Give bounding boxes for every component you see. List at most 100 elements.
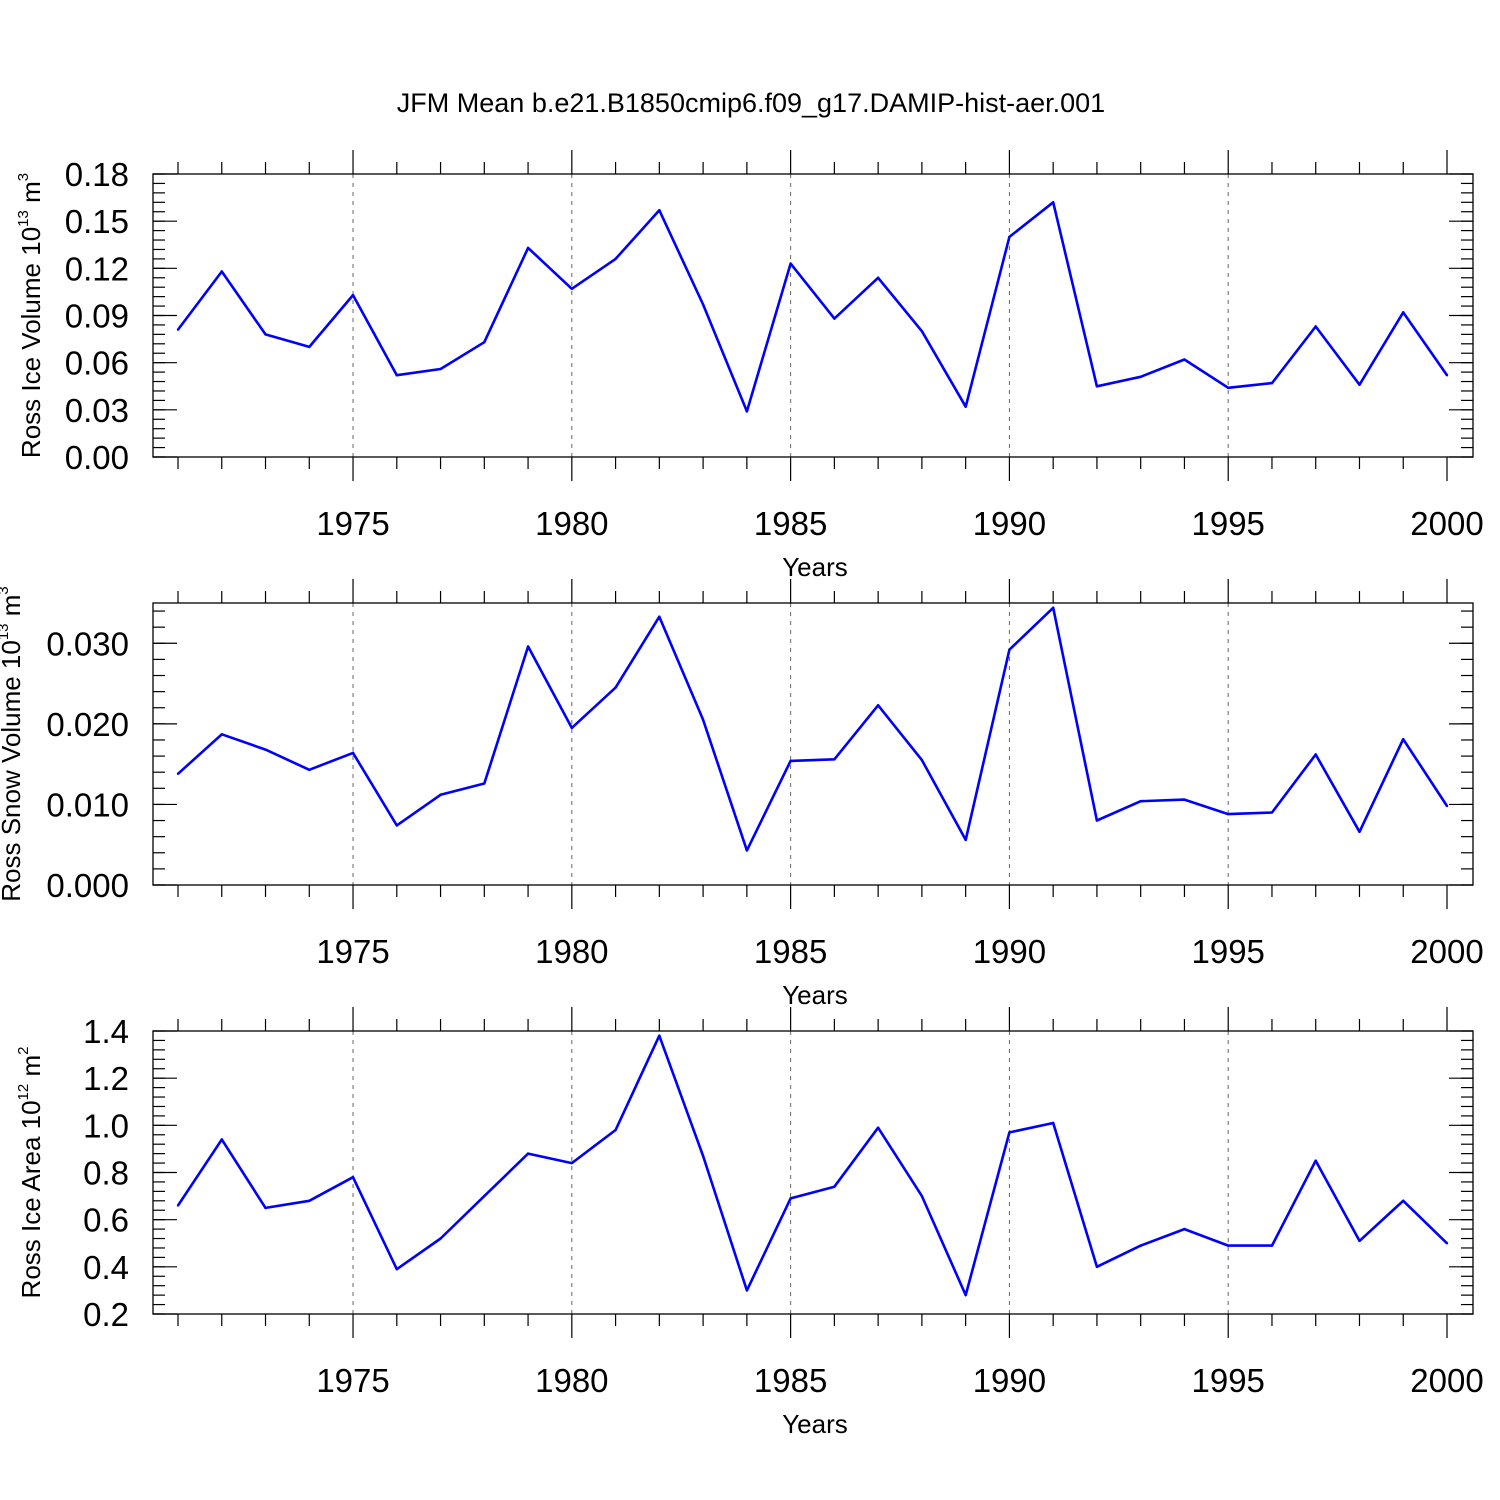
data-point xyxy=(176,772,180,776)
data-point xyxy=(658,615,661,618)
x-tick-label: 1990 xyxy=(973,1362,1046,1399)
y-axis-label-exp: 13 xyxy=(0,623,12,640)
data-point xyxy=(351,751,355,755)
y-axis-label: Ross Snow Volume 1013 m3 xyxy=(0,586,26,902)
data-point xyxy=(658,1034,661,1037)
series-line xyxy=(176,201,1449,413)
x-tick-label: 1995 xyxy=(1191,933,1264,970)
data-point xyxy=(439,367,442,371)
y-axis-label-unit: m xyxy=(0,595,26,624)
data-point xyxy=(1051,201,1055,204)
data-point xyxy=(395,1267,398,1271)
data-point xyxy=(701,1154,705,1158)
data-point xyxy=(701,303,705,306)
y-tick-label: 0.020 xyxy=(46,706,129,743)
data-point xyxy=(1270,1244,1274,1247)
data-point xyxy=(614,257,617,261)
series-line xyxy=(176,1034,1448,1297)
data-point xyxy=(264,333,267,336)
x-tick-label: 1985 xyxy=(754,1362,827,1399)
y-tick-label: 0.15 xyxy=(65,203,129,240)
x-tick-label: 1980 xyxy=(535,505,608,542)
x-tick-label: 1975 xyxy=(316,1362,389,1399)
x-axis-label: Years xyxy=(782,552,848,582)
data-point xyxy=(1270,811,1274,814)
data-point xyxy=(308,1199,311,1203)
y-axis-label-exp: 12 xyxy=(15,1084,32,1101)
y-tick-label: 0.00 xyxy=(65,439,129,476)
x-tick-label: 2000 xyxy=(1410,505,1483,542)
x-tick-label: 2000 xyxy=(1410,1362,1483,1399)
x-tick-label: 1990 xyxy=(973,933,1046,970)
x-tick-label: 1975 xyxy=(316,933,389,970)
data-point xyxy=(745,1289,749,1292)
figure-title: JFM Mean b.e21.B1850cmip6.f09_g17.DAMIP-… xyxy=(397,88,1105,118)
plot-frame xyxy=(152,1030,1474,1315)
y-axis-label-unit: m xyxy=(16,181,46,210)
data-point xyxy=(483,341,486,344)
data-point xyxy=(833,317,836,320)
data-point xyxy=(570,1161,574,1165)
data-point xyxy=(220,1138,223,1141)
data-point xyxy=(920,758,924,762)
data-point xyxy=(1270,381,1274,385)
data-point xyxy=(220,270,223,273)
y-axis-label-text: Ross Snow Volume 10 xyxy=(0,640,26,902)
data-point xyxy=(1095,819,1099,822)
data-point xyxy=(176,1204,180,1207)
data-point xyxy=(1314,753,1317,756)
data-point xyxy=(1183,358,1186,361)
data-point xyxy=(439,1237,442,1240)
y-tick-label: 0.2 xyxy=(83,1296,129,1333)
data-point xyxy=(964,838,967,842)
data-point xyxy=(1095,385,1099,388)
data-point xyxy=(658,208,661,212)
x-tick-label: 1995 xyxy=(1191,505,1264,542)
panel-3: 0.2 0.4 0.6 0.8 1.0 1.2 1.4 1975 1980 1985 1990 199… xyxy=(15,1007,1484,1439)
plot-frame xyxy=(152,173,1474,458)
data-point xyxy=(964,405,967,408)
data-point xyxy=(1139,800,1142,803)
data-point xyxy=(308,345,311,349)
data-point xyxy=(1183,798,1186,801)
data-point xyxy=(964,1293,967,1297)
y-tick-label: 0.09 xyxy=(65,298,129,335)
data-point xyxy=(1314,1159,1317,1162)
data-point xyxy=(1227,812,1230,816)
data-point xyxy=(308,768,311,771)
data-point xyxy=(1358,383,1361,386)
y-axis-label-exp: 13 xyxy=(15,210,32,227)
y-tick-label: 0.010 xyxy=(46,786,129,823)
panel-2: 0.000 0.010 0.020 0.030 1975 1980 1985 1990 1995… xyxy=(0,579,1484,1010)
y-axis-label: Ross Ice Area 1012 m2 xyxy=(15,1047,46,1299)
x-tick-label: 1990 xyxy=(973,505,1046,542)
data-point xyxy=(526,246,530,250)
data-point xyxy=(876,704,880,707)
y-tick-label: 1.4 xyxy=(83,1013,129,1050)
y-tick-label: 0.000 xyxy=(46,867,129,904)
data-point xyxy=(1227,1244,1230,1247)
panel-1: 0.00 0.03 0.06 0.09 0.12 0.15 0.18 1975 1980 1985… xyxy=(15,150,1484,582)
y-axis-label-text: Ross Ice Volume 10 xyxy=(16,227,46,458)
y-tick-label: 0.4 xyxy=(83,1249,129,1286)
x-tick-label: 2000 xyxy=(1410,933,1483,970)
y-tick-label: 1.0 xyxy=(83,1107,129,1144)
x-tick-label: 1980 xyxy=(535,1362,608,1399)
data-point xyxy=(1183,1227,1186,1231)
data-point xyxy=(1445,1242,1449,1245)
data-point xyxy=(526,1152,530,1155)
x-axis-label: Years xyxy=(782,1409,848,1439)
x-tick-label: 1995 xyxy=(1191,1362,1264,1399)
x-tick-label: 1985 xyxy=(754,505,827,542)
data-point xyxy=(1402,1199,1405,1203)
data-point xyxy=(1051,606,1055,610)
y-axis-label-unit-exp: 3 xyxy=(15,173,32,181)
plot-frame xyxy=(152,602,1474,886)
data-point xyxy=(1445,374,1449,377)
series-line xyxy=(177,606,1449,852)
y-axis-label-text: Ross Ice Area 10 xyxy=(16,1100,46,1298)
data-point xyxy=(1051,1121,1055,1125)
data-point xyxy=(745,410,749,413)
data-point xyxy=(1139,1244,1142,1247)
